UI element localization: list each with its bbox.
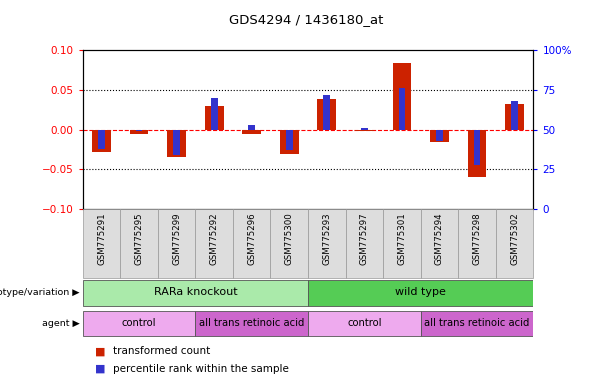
Bar [421, 311, 533, 336]
Bar [158, 209, 196, 278]
Bar [196, 209, 233, 278]
Bar [458, 209, 496, 278]
Text: GSM775293: GSM775293 [322, 212, 331, 265]
Text: RARa knockout: RARa knockout [154, 287, 237, 297]
Bar [383, 209, 421, 278]
Bar [346, 209, 383, 278]
Text: GSM775301: GSM775301 [397, 212, 406, 265]
Bar [205, 106, 224, 130]
Bar [474, 130, 481, 165]
Text: GSM775291: GSM775291 [97, 212, 106, 265]
Bar [355, 130, 374, 131]
Bar [280, 130, 299, 154]
Bar [196, 311, 308, 336]
Bar [308, 280, 533, 306]
Bar [242, 130, 261, 134]
Bar [135, 130, 142, 131]
Text: GSM775302: GSM775302 [510, 212, 519, 265]
Text: all trans retinoic acid: all trans retinoic acid [424, 318, 530, 328]
Bar [308, 209, 346, 278]
Text: GSM775292: GSM775292 [210, 212, 219, 265]
Text: GSM775297: GSM775297 [360, 212, 369, 265]
Bar [83, 280, 308, 306]
Bar [361, 128, 368, 130]
Bar [318, 99, 336, 130]
Bar [496, 209, 533, 278]
Bar [92, 130, 111, 152]
Bar [468, 130, 486, 177]
Bar [286, 130, 292, 150]
Text: all trans retinoic acid: all trans retinoic acid [199, 318, 305, 328]
Bar [324, 94, 330, 130]
Bar [436, 130, 443, 141]
Bar [83, 209, 120, 278]
Bar [398, 88, 405, 130]
Text: wild type: wild type [395, 287, 446, 297]
Bar [430, 130, 449, 142]
Bar [505, 104, 524, 130]
Bar [511, 101, 518, 130]
Bar [421, 209, 458, 278]
Text: GSM775294: GSM775294 [435, 212, 444, 265]
Text: transformed count: transformed count [113, 346, 211, 356]
Text: GSM775296: GSM775296 [247, 212, 256, 265]
Text: agent ▶: agent ▶ [42, 319, 80, 328]
Bar [98, 130, 105, 149]
Bar [173, 130, 180, 155]
Text: GSM775299: GSM775299 [172, 212, 181, 265]
Text: ■: ■ [95, 364, 105, 374]
Text: GSM775298: GSM775298 [473, 212, 481, 265]
Text: genotype/variation ▶: genotype/variation ▶ [0, 288, 80, 297]
Text: percentile rank within the sample: percentile rank within the sample [113, 364, 289, 374]
Bar [167, 130, 186, 157]
Text: GDS4294 / 1436180_at: GDS4294 / 1436180_at [229, 13, 384, 26]
Bar [270, 209, 308, 278]
Bar [233, 209, 270, 278]
Bar [248, 125, 255, 130]
Bar [211, 98, 218, 130]
Bar [392, 63, 411, 130]
Text: control: control [347, 318, 382, 328]
Text: GSM775295: GSM775295 [135, 212, 143, 265]
Bar [130, 130, 148, 134]
Bar [120, 209, 158, 278]
Bar [308, 311, 421, 336]
Text: ■: ■ [95, 346, 105, 356]
Text: GSM775300: GSM775300 [285, 212, 294, 265]
Bar [83, 311, 196, 336]
Text: control: control [122, 318, 156, 328]
